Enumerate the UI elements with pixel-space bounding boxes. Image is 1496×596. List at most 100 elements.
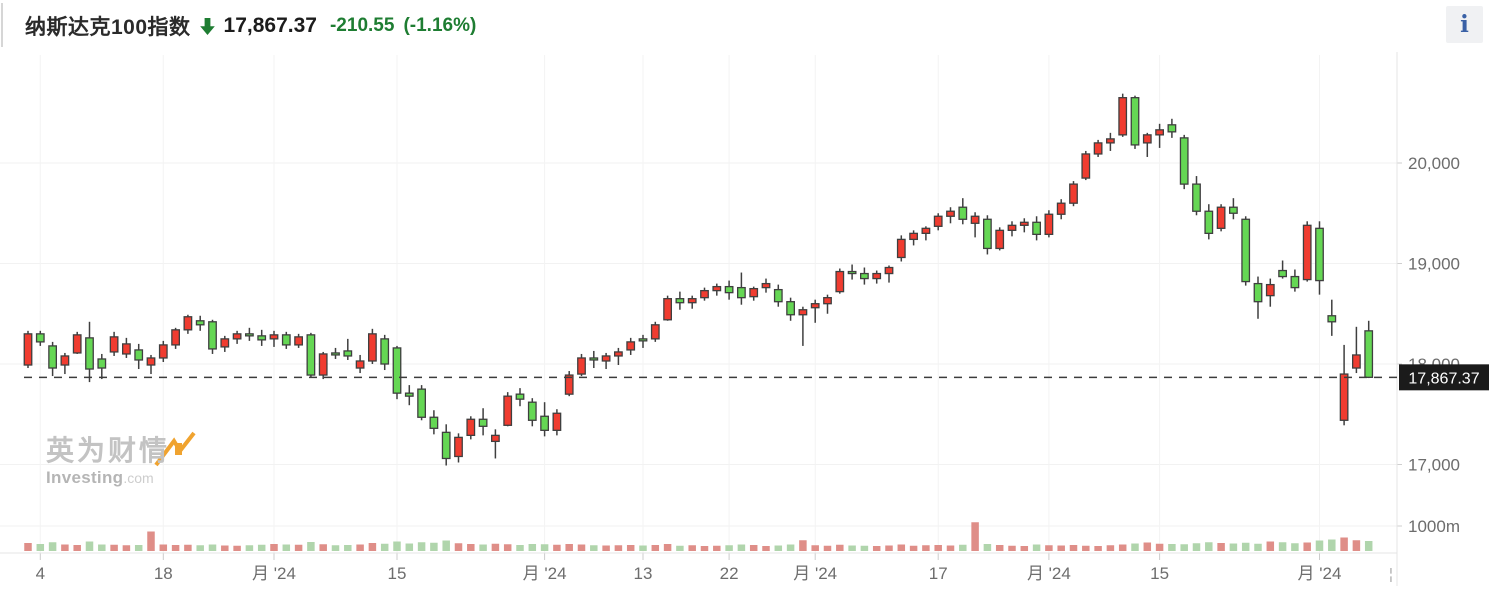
volume-bar [503,544,512,551]
x-axis-label: 月 '24 [1298,564,1342,583]
candle-body [577,357,586,375]
volume-bar [1131,543,1139,551]
volume-bar [331,545,340,551]
volume-bar [1340,537,1348,551]
price-down-arrow-icon [199,17,215,35]
volume-bar [995,545,1004,551]
candle-body [626,341,636,351]
volume-bar [417,542,426,551]
candle-body [60,355,70,366]
candle-body [540,415,549,431]
x-axis-label: 4 [36,564,45,583]
candle-body [1253,282,1263,303]
candle-body [1216,206,1226,229]
volume-bar [110,544,118,551]
candle-body [737,286,746,299]
x-axis-label: 17 [929,564,948,583]
candle-body [392,347,402,394]
volume-bar [540,544,549,551]
volume-bar [393,541,401,551]
candle-body [946,210,955,217]
volume-bar [1205,542,1213,551]
volume-bar [454,543,463,551]
volume-bar [1168,544,1176,551]
candle-body [503,395,513,426]
candle-body [478,418,488,427]
volume-bar [737,544,746,551]
x-axis-label-clipped: ¦ [1389,566,1393,583]
volume-bar [614,545,623,551]
volume-bar [553,544,561,551]
candle-body [220,338,230,348]
candle-body [1019,221,1029,226]
volume-bar [1020,546,1029,551]
volume-bar [1155,543,1164,551]
x-axis-label: 月 '24 [793,564,837,583]
volume-bar [24,543,32,551]
y-axis-label: 19,000 [1408,255,1460,274]
candle-body [306,334,316,376]
volume-bar [467,544,475,551]
volume-bar [405,543,414,551]
volume-bar [639,545,647,551]
candle-body [1032,221,1041,236]
candle-body [1093,142,1103,155]
volume-bar [836,544,844,551]
candle-body [1315,227,1324,282]
volume-bar [85,541,94,551]
candle-body [109,336,119,353]
x-axis-label: 月 '24 [252,564,296,583]
candle-body [700,289,709,299]
volume-bar [1143,542,1152,551]
instrument-title[interactable]: 纳斯达克100指数 [25,16,191,39]
volume-bar [196,545,204,551]
candle-body [675,298,685,304]
volume-bar [270,544,278,551]
candle-body [958,206,968,220]
volume-bar [380,543,389,551]
candle-body [72,334,82,354]
y-axis-label: 20,000 [1408,154,1460,173]
candle-body [331,352,340,356]
volume-bar [1032,544,1041,551]
volume-bar [1118,544,1127,551]
volume-bar [1328,539,1336,551]
watermark-accent-icon [118,431,198,475]
candle-body [355,360,365,369]
candle-body [589,357,599,361]
volume-bar [811,545,819,551]
info-button[interactable]: i [1446,6,1483,43]
candle-body [1290,275,1300,289]
volume-bar [848,545,856,551]
candle-body [122,343,131,355]
candle-body [380,338,390,365]
last-price: 17,867.37 [223,14,317,37]
volume-bar [885,545,893,551]
volume-bar [73,545,81,551]
candle-body [749,287,759,298]
candle-body [872,272,882,280]
candle-body [269,334,279,340]
candle-body [208,321,217,350]
candle-body [1364,330,1374,378]
candle-body [367,333,377,362]
candle-body [921,227,931,234]
current-price-tag [1399,364,1489,391]
volume-bar [762,546,770,551]
candle-body [35,333,45,343]
y-axis-label: 17,000 [1408,456,1460,475]
candle-body [454,436,463,458]
volume-bar [98,544,106,551]
volume-bar [282,544,291,551]
candle-body [835,270,845,293]
candle-body [134,349,144,361]
left-edge-divider [1,3,3,47]
volume-bar [368,543,377,551]
volume-bar [934,545,942,551]
volume-bar [516,545,524,551]
volume-bar [356,544,364,551]
volume-bar [307,542,315,551]
volume-bar [1229,543,1238,551]
candle-body [85,337,94,370]
